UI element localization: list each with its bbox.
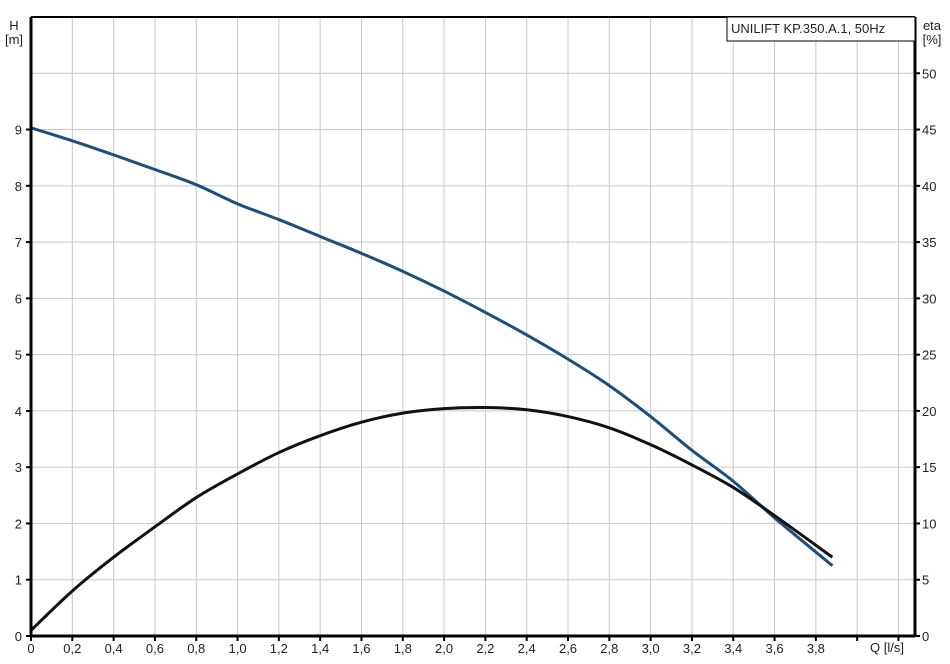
axes	[26, 16, 920, 641]
y-axis-label-line1: H	[9, 18, 18, 33]
x-tick-label: 3,8	[807, 641, 825, 656]
y2-tick-label: 10	[922, 516, 936, 531]
x-tick-label: 0,6	[146, 641, 164, 656]
y2-axis-label-line2: [%]	[923, 32, 942, 47]
y-tick-label: 3	[15, 460, 22, 475]
y-tick-label: 6	[15, 291, 22, 306]
x-tick-label: 3,2	[683, 641, 701, 656]
x-tick-label: 2,6	[559, 641, 577, 656]
y2-axis-label-line1: eta	[923, 18, 942, 33]
x-tick-label: 1,2	[270, 641, 288, 656]
head-curve	[30, 126, 834, 567]
x-tick-label: 3,6	[766, 641, 784, 656]
grid	[31, 17, 915, 636]
x-tick-label: 0,4	[105, 641, 123, 656]
efficiency-curve	[29, 405, 834, 632]
x-tick-label: 2,2	[476, 641, 494, 656]
y2-tick-label: 25	[922, 348, 936, 363]
y2-tick-label: 5	[922, 573, 929, 588]
y-tick-label: 2	[15, 516, 22, 531]
y-tick-label: 5	[15, 348, 22, 363]
y-tick-label: 4	[15, 404, 22, 419]
x-tick-label: 2,0	[435, 641, 453, 656]
x-tick-label: 1,6	[352, 641, 370, 656]
chart-title: UNILIFT KP.350.A.1, 50Hz	[731, 21, 885, 36]
x-tick-label: 0,8	[187, 641, 205, 656]
x-tick-label: 3,0	[642, 641, 660, 656]
x-tick-label: 0,2	[63, 641, 81, 656]
x-tick-label: 1,4	[311, 641, 329, 656]
y-tick-label: 1	[15, 573, 22, 588]
x-tick-label: 1,0	[229, 641, 247, 656]
y2-tick-label: 20	[922, 404, 936, 419]
x-tick-label: 2,8	[600, 641, 618, 656]
y2-tick-label: 15	[922, 460, 936, 475]
tick-labels: 0 0,2 0,4 0,6 0,8 1,0 1,2 1,4 1,6 1,8 2,0 2,2 2,4 2,6…	[15, 66, 937, 656]
y2-tick-label: 40	[922, 179, 936, 194]
y2-tick-label: 35	[922, 235, 936, 250]
x-tick-label: 1,8	[394, 641, 412, 656]
legend-box: UNILIFT KP.350.A.1, 50Hz	[726, 16, 916, 42]
y-tick-label: 0	[15, 629, 22, 644]
y2-tick-label: 0	[922, 629, 929, 644]
y2-tick-label: 30	[922, 291, 936, 306]
x-tick-label: 2,4	[518, 641, 536, 656]
y-tick-label: 9	[15, 123, 22, 138]
y-tick-label: 8	[15, 179, 22, 194]
x-tick-label: 0	[27, 641, 34, 656]
y-tick-label: 7	[15, 235, 22, 250]
x-axis-label: Q [l/s]	[870, 640, 904, 655]
y2-tick-label: 50	[922, 66, 936, 81]
x-tick-label: 3,4	[724, 641, 742, 656]
y2-tick-label: 45	[922, 123, 936, 138]
y-axis-label-line2: [m]	[5, 32, 23, 47]
curves	[29, 126, 834, 632]
